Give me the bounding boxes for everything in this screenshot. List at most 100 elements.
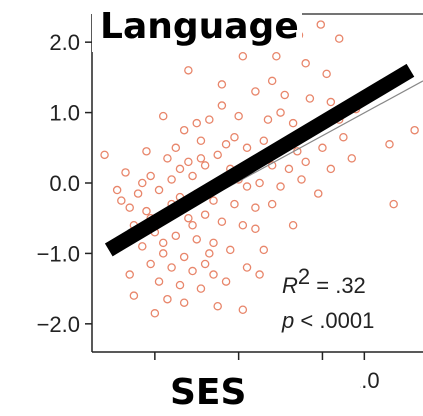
data-point	[339, 132, 348, 142]
data-point	[284, 164, 294, 174]
data-point	[121, 168, 130, 177]
data-point	[276, 108, 285, 117]
data-point	[230, 199, 239, 209]
fit-lines-group	[104, 63, 423, 257]
data-point	[221, 277, 231, 286]
data-point	[196, 154, 206, 163]
data-point	[175, 164, 185, 174]
data-point	[263, 115, 273, 124]
y-tick-label: −1.0	[37, 241, 80, 266]
data-point	[146, 259, 155, 269]
data-point	[238, 305, 248, 314]
data-point	[188, 171, 197, 181]
data-point	[385, 140, 394, 149]
data-point	[200, 210, 210, 219]
data-point	[171, 231, 181, 241]
data-point	[163, 294, 172, 304]
stats-annotation: R2 = .32 p < .0001	[281, 264, 374, 333]
data-point	[142, 206, 151, 216]
data-point	[142, 147, 151, 156]
data-point	[217, 80, 227, 89]
data-point	[242, 182, 252, 191]
data-point	[133, 189, 143, 198]
y-tick-label: 0.0	[49, 171, 80, 196]
xlabel-backdrop	[82, 364, 360, 416]
data-point	[242, 143, 252, 153]
data-point	[192, 118, 201, 128]
data-point	[138, 178, 147, 188]
data-point	[316, 20, 326, 29]
data-point	[129, 291, 139, 300]
data-point	[238, 220, 248, 230]
y-tick-label: 2.0	[49, 30, 80, 55]
data-point	[167, 175, 176, 184]
y-tick-label: −2.0	[37, 312, 80, 337]
data-point	[209, 270, 218, 279]
data-point	[209, 196, 218, 205]
data-point	[326, 164, 336, 174]
data-point	[146, 171, 155, 181]
data-point	[288, 118, 298, 128]
data-point	[158, 249, 168, 258]
data-point	[184, 213, 193, 223]
data-point	[242, 263, 252, 272]
data-point	[163, 154, 172, 163]
data-point	[192, 235, 201, 244]
regression-line-thick	[104, 63, 415, 257]
data-point	[280, 90, 289, 100]
data-point	[117, 196, 126, 205]
data-point	[179, 125, 189, 135]
data-point	[259, 245, 269, 255]
data-point	[301, 157, 310, 167]
data-point	[184, 66, 193, 75]
data-point	[154, 185, 164, 195]
data-point	[297, 175, 306, 184]
data-point	[138, 242, 147, 251]
data-point	[389, 199, 398, 209]
data-point	[196, 284, 206, 293]
data-point	[410, 125, 419, 135]
data-point	[213, 150, 222, 160]
data-point	[251, 224, 260, 234]
data-point	[205, 115, 214, 124]
r2-symbol: R	[282, 273, 298, 298]
chart-title: Language	[100, 6, 299, 47]
r2-superscript: 2	[298, 264, 310, 289]
p-symbol: p	[281, 308, 294, 333]
svg-text:R2 = .32: R2 = .32	[282, 264, 366, 298]
points-group	[100, 20, 419, 318]
data-point	[175, 280, 185, 290]
data-point	[272, 52, 281, 61]
data-point	[209, 238, 218, 248]
data-point	[112, 185, 122, 195]
data-point	[334, 34, 344, 43]
data-point	[255, 178, 264, 188]
data-point	[217, 217, 227, 226]
data-point	[267, 199, 277, 209]
data-point	[301, 59, 310, 68]
axes-group: 2.01.00.0−1.0−2.02.0	[37, 13, 423, 393]
data-point	[267, 76, 277, 86]
data-point	[230, 132, 239, 142]
data-point	[205, 249, 214, 258]
data-point	[305, 94, 315, 103]
data-point	[196, 136, 206, 145]
data-point	[288, 220, 298, 230]
data-point	[184, 157, 193, 167]
r2-value: = .32	[310, 273, 366, 298]
data-point	[217, 101, 227, 110]
data-point	[154, 277, 164, 286]
data-point	[259, 136, 269, 145]
data-point	[276, 182, 285, 191]
data-point	[200, 259, 210, 269]
title-backdrop	[92, 4, 302, 52]
data-point	[158, 238, 168, 248]
data-point	[238, 52, 248, 61]
data-point	[200, 161, 210, 170]
y-tick-label: 1.0	[49, 101, 80, 126]
data-point	[347, 154, 357, 163]
data-point	[125, 270, 134, 279]
data-point	[188, 266, 197, 276]
